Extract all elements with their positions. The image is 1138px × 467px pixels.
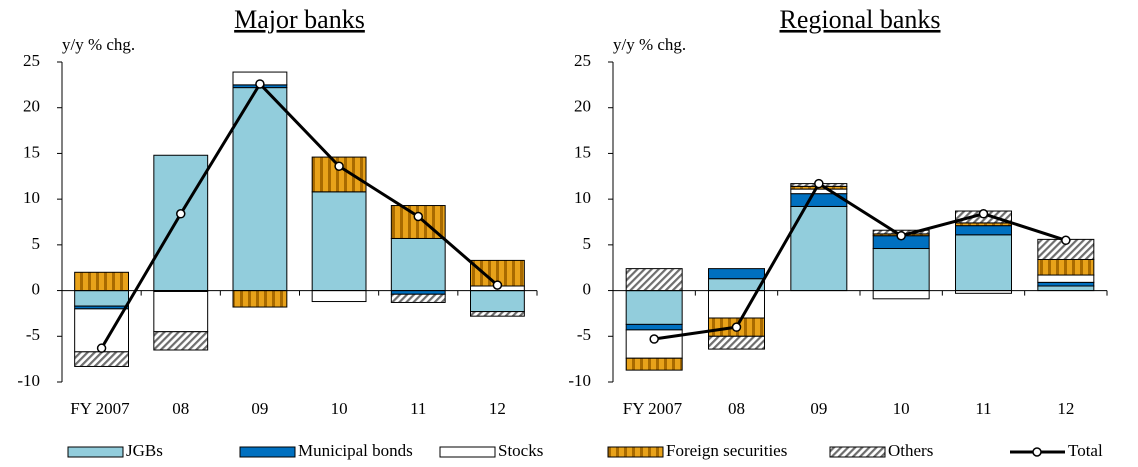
bar-segment bbox=[625, 323, 683, 331]
total-marker bbox=[255, 79, 265, 89]
legend-label: JGBs bbox=[126, 441, 163, 460]
x-tick-label: 11 bbox=[410, 399, 426, 418]
y-tick-label: 20 bbox=[574, 97, 591, 116]
total-marker bbox=[492, 280, 503, 290]
x-tick-label: 11 bbox=[975, 399, 991, 418]
bar-segment bbox=[1037, 285, 1095, 292]
legend-swatch bbox=[439, 446, 496, 458]
legend-label: Stocks bbox=[498, 441, 543, 460]
total-marker bbox=[413, 211, 423, 222]
bar-segment bbox=[1037, 258, 1095, 276]
bar-segment bbox=[74, 290, 129, 307]
x-tick-label: 12 bbox=[1057, 399, 1074, 418]
chart-title: Regional banks bbox=[779, 5, 940, 34]
y-tick-label: 25 bbox=[23, 51, 40, 70]
y-tick-label: 15 bbox=[23, 142, 40, 161]
bar-segment bbox=[390, 293, 446, 303]
x-tick-label: FY 2007 bbox=[623, 399, 683, 418]
y-tick-label: 10 bbox=[574, 188, 591, 207]
bar-segment bbox=[390, 237, 446, 292]
x-tick-label: FY 2007 bbox=[70, 399, 130, 418]
total-line bbox=[100, 81, 499, 349]
bar-segment bbox=[708, 335, 765, 350]
y-axis-label: y/y % chg. bbox=[62, 35, 135, 54]
y-tick-label: -10 bbox=[17, 371, 40, 390]
y-tick-label: -5 bbox=[577, 325, 591, 344]
chart-title: Major banks bbox=[234, 5, 365, 34]
total-marker bbox=[96, 343, 107, 353]
bar-segment bbox=[955, 234, 1012, 292]
y-tick-label: 0 bbox=[583, 279, 592, 298]
bar-segment bbox=[311, 156, 367, 193]
bar-segment bbox=[232, 87, 288, 292]
bar-segment bbox=[872, 290, 930, 300]
x-tick-label: 09 bbox=[810, 399, 827, 418]
bar-segment bbox=[625, 329, 683, 359]
x-tick-label: 12 bbox=[489, 399, 506, 418]
bar-segment bbox=[470, 311, 525, 317]
legend-swatch bbox=[1032, 447, 1042, 457]
legend-label: Total bbox=[1068, 441, 1103, 460]
bar-segment bbox=[955, 225, 1012, 236]
bar-segment bbox=[625, 268, 683, 292]
total-marker bbox=[1061, 235, 1071, 246]
bar-segment bbox=[232, 290, 288, 308]
y-tick-label: -10 bbox=[568, 371, 591, 390]
x-tick-label: 10 bbox=[893, 399, 910, 418]
y-tick-label: 15 bbox=[574, 142, 591, 161]
total-marker bbox=[176, 209, 186, 219]
bar-segment bbox=[153, 290, 209, 333]
x-tick-label: 09 bbox=[251, 399, 268, 418]
y-tick-label: 5 bbox=[32, 234, 41, 253]
bar-segment bbox=[153, 331, 209, 351]
legend-label: Others bbox=[888, 441, 933, 460]
bar-segment bbox=[1037, 281, 1095, 287]
total-marker bbox=[334, 161, 344, 171]
bar-segment bbox=[74, 271, 129, 292]
total-marker bbox=[814, 178, 824, 189]
y-tick-label: 5 bbox=[583, 234, 592, 253]
y-axis-label: y/y % chg. bbox=[613, 35, 686, 54]
x-tick-label: 10 bbox=[331, 399, 348, 418]
total-marker bbox=[731, 322, 742, 332]
y-tick-label: 0 bbox=[32, 279, 41, 298]
bar-segment bbox=[1037, 274, 1095, 283]
bar-segment bbox=[470, 290, 525, 313]
bar-segment bbox=[311, 191, 367, 292]
legend-swatch bbox=[607, 446, 664, 458]
legend-swatch bbox=[829, 446, 886, 458]
bar-segment bbox=[708, 268, 765, 280]
bar-segment bbox=[708, 278, 765, 292]
y-tick-label: 20 bbox=[23, 97, 40, 116]
bar-segment bbox=[625, 290, 683, 325]
total-marker bbox=[978, 209, 989, 219]
bar-segment bbox=[153, 154, 209, 292]
bar-segment bbox=[872, 248, 930, 292]
total-marker bbox=[896, 230, 906, 241]
legend-label: Foreign securities bbox=[666, 441, 787, 460]
legend-swatch bbox=[67, 446, 124, 458]
bar-segment bbox=[790, 205, 848, 292]
bar-segment bbox=[74, 351, 129, 367]
y-tick-label: 25 bbox=[574, 51, 591, 70]
bar-segment bbox=[311, 290, 367, 303]
bar-segment bbox=[390, 290, 446, 295]
legend-label: Municipal bonds bbox=[298, 441, 413, 460]
bar-segment bbox=[625, 357, 683, 371]
legend-swatch bbox=[239, 446, 296, 458]
x-tick-label: 08 bbox=[728, 399, 745, 418]
total-line bbox=[653, 181, 1067, 341]
bar-segment bbox=[790, 188, 848, 195]
x-tick-label: 08 bbox=[172, 399, 189, 418]
y-tick-label: 10 bbox=[23, 188, 40, 207]
y-tick-label: -5 bbox=[26, 325, 40, 344]
total-marker bbox=[649, 334, 659, 344]
